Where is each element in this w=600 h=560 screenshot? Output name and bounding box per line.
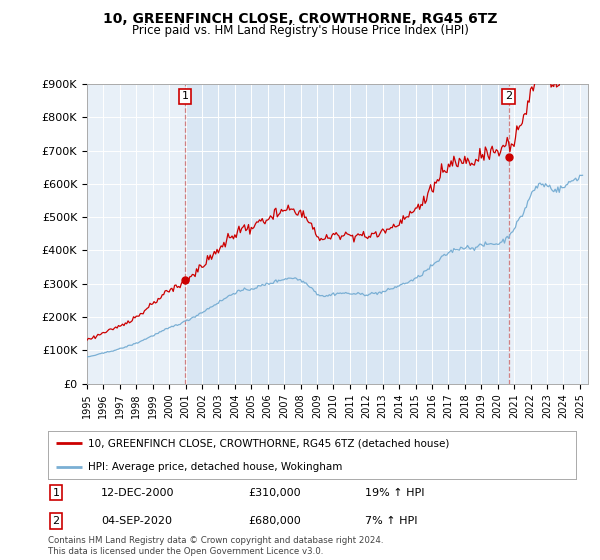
Text: HPI: Average price, detached house, Wokingham: HPI: Average price, detached house, Woki… xyxy=(88,462,342,472)
Bar xyxy=(185,84,509,384)
Text: £680,000: £680,000 xyxy=(248,516,301,526)
Text: 2: 2 xyxy=(505,91,512,101)
Text: 10, GREENFINCH CLOSE, CROWTHORNE, RG45 6TZ (detached house): 10, GREENFINCH CLOSE, CROWTHORNE, RG45 6… xyxy=(88,438,449,448)
Text: 7% ↑ HPI: 7% ↑ HPI xyxy=(365,516,418,526)
Text: Contains HM Land Registry data © Crown copyright and database right 2024.
This d: Contains HM Land Registry data © Crown c… xyxy=(48,536,383,556)
Text: 1: 1 xyxy=(181,91,188,101)
Text: 10, GREENFINCH CLOSE, CROWTHORNE, RG45 6TZ: 10, GREENFINCH CLOSE, CROWTHORNE, RG45 6… xyxy=(103,12,497,26)
Text: Price paid vs. HM Land Registry's House Price Index (HPI): Price paid vs. HM Land Registry's House … xyxy=(131,24,469,36)
Text: 04-SEP-2020: 04-SEP-2020 xyxy=(101,516,172,526)
Text: £310,000: £310,000 xyxy=(248,488,301,498)
Text: 12-DEC-2000: 12-DEC-2000 xyxy=(101,488,175,498)
Text: 1: 1 xyxy=(52,488,59,498)
Text: 19% ↑ HPI: 19% ↑ HPI xyxy=(365,488,424,498)
Text: 2: 2 xyxy=(52,516,59,526)
